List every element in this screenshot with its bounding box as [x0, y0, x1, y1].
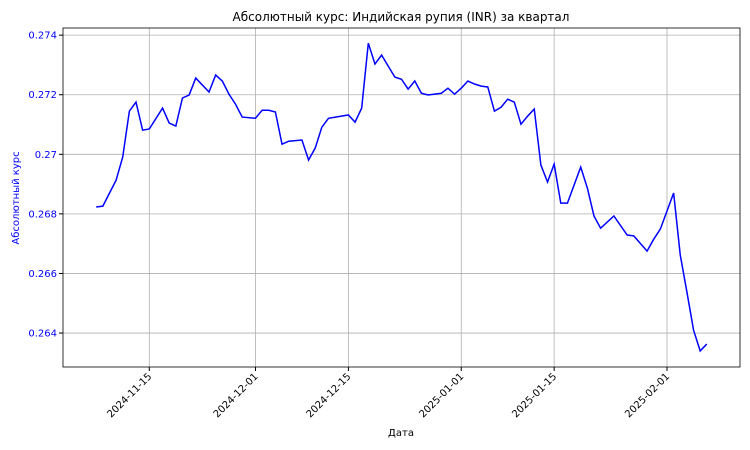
x-tick-label: 2025-02-01	[623, 371, 672, 420]
x-axis-label: Дата	[388, 428, 414, 439]
y-axis-label: Абсолютный курс	[11, 151, 22, 244]
x-tick-label: 2024-12-15	[305, 371, 354, 420]
y-tick-label: 0.272	[28, 90, 57, 101]
plot-frame	[62, 27, 741, 368]
x-tick-label: 2025-01-01	[417, 371, 466, 420]
y-tick-label: 0.274	[28, 31, 57, 42]
y-tick-label: 0.268	[28, 209, 57, 220]
x-tick-label: 2025-01-15	[510, 371, 559, 420]
chart-title: Абсолютный курс: Индийская рупия (INR) з…	[233, 10, 570, 24]
y-tick-label: 0.266	[28, 269, 57, 280]
y-tick-label: 0.264	[28, 329, 57, 340]
y-tick-label: 0.27	[35, 150, 57, 161]
x-tick-label: 2024-12-01	[212, 371, 261, 420]
data-line	[96, 42, 708, 353]
x-tick-label: 2024-11-15	[106, 371, 155, 420]
